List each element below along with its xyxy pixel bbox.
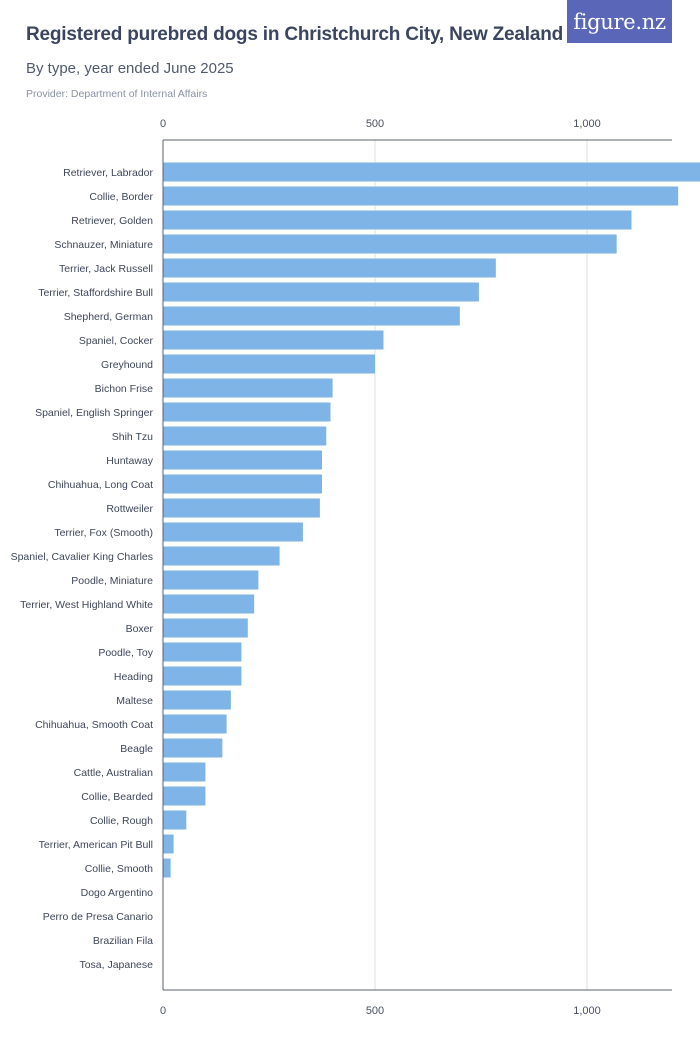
- bar-12: [163, 450, 322, 470]
- category-label-19: Boxer: [126, 623, 154, 635]
- category-label-1: Collie, Border: [89, 191, 153, 203]
- category-label-21: Heading: [114, 671, 153, 683]
- category-label-5: Terrier, Staffordshire Bull: [38, 287, 153, 299]
- bar-9: [163, 378, 333, 398]
- category-label-12: Huntaway: [106, 455, 153, 467]
- bar-25: [163, 762, 206, 782]
- category-label-13: Chihuahua, Long Coat: [48, 479, 153, 491]
- bar-17: [163, 570, 259, 590]
- bar-8: [163, 354, 375, 374]
- category-label-28: Terrier, American Pit Bull: [39, 839, 153, 851]
- category-label-27: Collie, Rough: [90, 815, 153, 827]
- bar-4: [163, 258, 496, 278]
- category-label-4: Terrier, Jack Russell: [59, 263, 153, 275]
- bar-0: [163, 162, 700, 182]
- category-label-8: Greyhound: [101, 359, 153, 371]
- category-label-22: Maltese: [116, 695, 153, 707]
- top-tick-label-0: 0: [160, 118, 166, 130]
- bar-15: [163, 522, 303, 542]
- category-label-24: Beagle: [120, 743, 153, 755]
- figure-nz-logo[interactable]: figure.nz: [567, 0, 672, 43]
- bar-21: [163, 666, 242, 686]
- bar-1: [163, 186, 679, 206]
- category-label-16: Spaniel, Cavalier King Charles: [11, 551, 153, 563]
- provider-note: Provider: Department of Internal Affairs: [26, 88, 208, 100]
- category-label-3: Schnauzer, Miniature: [54, 239, 153, 251]
- category-label-32: Brazilian Fila: [93, 935, 153, 947]
- bar-18: [163, 594, 255, 614]
- category-label-15: Terrier, Fox (Smooth): [54, 527, 153, 539]
- category-label-30: Dogo Argentino: [81, 887, 154, 899]
- top-tick-label-1000: 1,000: [573, 118, 601, 130]
- category-label-33: Tosa, Japanese: [79, 959, 153, 971]
- bar-24: [163, 738, 223, 758]
- bar-6: [163, 306, 460, 326]
- category-label-14: Rottweiler: [106, 503, 153, 515]
- bottom-tick-label-0: 0: [160, 1005, 166, 1017]
- bar-10: [163, 402, 331, 422]
- bar-23: [163, 714, 227, 734]
- bar-19: [163, 618, 248, 638]
- chart-subtitle: By type, year ended June 2025: [26, 60, 234, 77]
- category-label-10: Spaniel, English Springer: [35, 407, 153, 419]
- bar-22: [163, 690, 231, 710]
- bar-28: [163, 834, 174, 854]
- category-label-7: Spaniel, Cocker: [79, 335, 154, 347]
- bar-3: [163, 234, 617, 254]
- bar-29: [163, 858, 171, 878]
- bar-20: [163, 642, 242, 662]
- category-label-2: Retriever, Golden: [71, 215, 153, 227]
- category-label-20: Poodle, Toy: [98, 647, 153, 659]
- bottom-tick-label-500: 500: [366, 1005, 384, 1017]
- bar-26: [163, 786, 206, 806]
- bar-14: [163, 498, 320, 518]
- category-label-17: Poodle, Miniature: [71, 575, 153, 587]
- category-label-9: Bichon Frise: [95, 383, 154, 395]
- bar-27: [163, 810, 187, 830]
- category-label-29: Collie, Smooth: [85, 863, 153, 875]
- category-label-0: Retriever, Labrador: [63, 167, 153, 179]
- category-label-23: Chihuahua, Smooth Coat: [35, 719, 153, 731]
- category-label-18: Terrier, West Highland White: [20, 599, 153, 611]
- category-label-25: Cattle, Australian: [74, 767, 154, 779]
- bar-11: [163, 426, 327, 446]
- bar-7: [163, 330, 384, 350]
- bar-2: [163, 210, 632, 230]
- bar-5: [163, 282, 479, 302]
- top-tick-label-500: 500: [366, 118, 384, 130]
- bar-16: [163, 546, 280, 566]
- bottom-tick-label-1000: 1,000: [573, 1005, 601, 1017]
- bar-13: [163, 474, 322, 494]
- category-label-26: Collie, Bearded: [81, 791, 153, 803]
- category-label-31: Perro de Presa Canario: [43, 911, 153, 923]
- category-label-6: Shepherd, German: [64, 311, 153, 323]
- category-label-11: Shih Tzu: [112, 431, 153, 443]
- chart-title: Registered purebred dogs in Christchurch…: [26, 24, 564, 45]
